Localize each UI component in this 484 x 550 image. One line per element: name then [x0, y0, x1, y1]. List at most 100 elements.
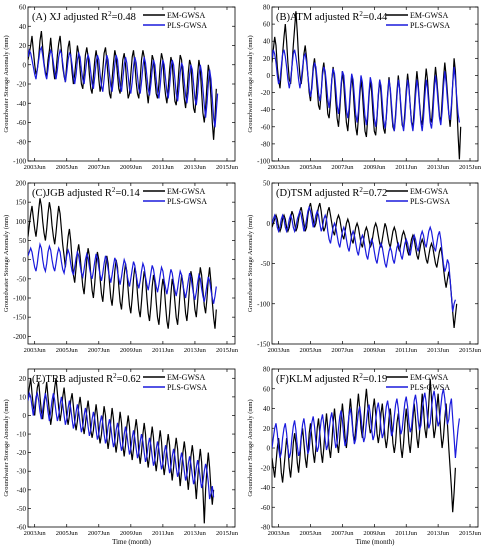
y-axis-label: Groundwater Storage Anomaly (mm)	[3, 35, 10, 132]
y-tick-label: 100	[16, 218, 27, 226]
panel-title-text: (D)TSM adjusted R	[276, 188, 359, 199]
y-tick-label: -100	[257, 158, 270, 166]
y-tick-label: 80	[263, 4, 271, 12]
x-tick-label: 2007Jun	[88, 164, 111, 171]
panel-title-superscript: 2	[359, 186, 363, 194]
x-tick-label: 2011Jun	[395, 530, 418, 537]
y-tick-label: 40	[263, 38, 271, 46]
chart-panel-6: -80 -60 -40 -20 0 20 40 60 80 2003Jun 2005Jun 2007J…	[247, 366, 482, 547]
x-tick-label: 2003Jun	[268, 164, 291, 171]
y-tick-label: 80	[263, 366, 271, 374]
x-tick-label: 2011Jun	[395, 347, 418, 354]
x-tick-label: 2009Jun	[363, 530, 386, 537]
y-tick-label: 0	[267, 72, 271, 80]
x-tick-label: 2011Jun	[152, 530, 175, 537]
series-line-em-gwsa	[28, 31, 217, 140]
y-tick-label: -100	[257, 300, 270, 308]
legend-label-pls-gwsa: PLS-GWSA	[410, 197, 450, 206]
y-tick-label: 20	[19, 375, 27, 383]
x-tick-label: 2009Jun	[363, 347, 386, 354]
x-tick-label: 2013Jun	[184, 347, 207, 354]
y-tick-label: 150	[16, 199, 27, 207]
chart-panel-2: -100 -80 -60 -40 -20 0 20 40 60 80 2003Jun 2005Jun 2…	[247, 4, 482, 172]
x-tick-label: 2007Jun	[331, 164, 354, 171]
y-tick-label: -40	[17, 100, 27, 108]
y-tick-label: 60	[19, 4, 27, 12]
x-tick-label: 2005Jun	[300, 530, 323, 537]
panel-title: (F)KLM adjusted R2=0.19	[276, 372, 387, 385]
y-tick-label: -80	[261, 140, 271, 148]
y-tick-label: 0	[23, 256, 27, 264]
panel-title-superscript: 2	[359, 10, 363, 18]
x-tick-label: 2007Jun	[88, 347, 111, 354]
y-tick-label: -80	[261, 524, 271, 532]
panel-title-text: =0.14	[115, 188, 140, 199]
x-tick-label: 2003Jun	[268, 530, 291, 537]
chart-panel-5: -60 -50 -40 -30 -20 -10 0 10 20 2003Jun 2005Jun 200…	[3, 368, 239, 546]
x-tick-label: 2015Jun	[459, 530, 482, 537]
y-tick-label: -200	[13, 333, 26, 341]
x-tick-label: 2005Jun	[56, 347, 79, 354]
y-axis-label: Groundwater Storage Anomaly (mm)	[247, 399, 254, 496]
y-tick-label: -20	[17, 81, 27, 89]
y-axis-label: Groundwater Storage Anomaly (mm)	[247, 35, 254, 132]
y-tick-label: -30	[17, 468, 27, 476]
panel-title-text: (C)JGB adjusted R	[32, 188, 112, 199]
y-tick-label: -100	[13, 158, 26, 166]
panel-title-text: =0.62	[117, 374, 141, 385]
x-tick-label: 2005Jun	[300, 164, 323, 171]
x-tick-label: 2013Jun	[184, 530, 207, 537]
panel-title: (C)JGB adjusted R2=0.14	[32, 186, 140, 199]
x-tick-label: 2007Jun	[331, 347, 354, 354]
panel-title-text: =0.72	[363, 188, 387, 199]
panel-title-superscript: 2	[108, 10, 112, 18]
x-tick-label: 2015Jun	[216, 347, 239, 354]
y-tick-label: -150	[257, 341, 270, 349]
x-tick-label: 2009Jun	[120, 347, 143, 354]
y-tick-label: -50	[17, 505, 27, 513]
x-tick-label: 2007Jun	[331, 530, 354, 537]
y-axis-label: Groundwater Storage Anomaly (mm)	[3, 215, 10, 312]
x-tick-label: 2009Jun	[120, 530, 143, 537]
x-tick-label: 2013Jun	[427, 347, 450, 354]
legend-label-pls-gwsa: PLS-GWSA	[167, 383, 207, 392]
x-tick-label: 2007Jun	[88, 530, 111, 537]
x-tick-label: 2013Jun	[427, 164, 450, 171]
panel-title-text: =0.19	[363, 374, 387, 385]
y-tick-label: 0	[267, 445, 271, 453]
x-tick-label: 2003Jun	[24, 347, 47, 354]
x-tick-label: 2003Jun	[24, 164, 47, 171]
chart-panel-4: -150 -100 -50 0 50 2003Jun 2005Jun 2007Jun 2009J…	[247, 180, 482, 355]
y-tick-label: 20	[19, 42, 27, 50]
panel-title: (E)TRB adjusted R2=0.62	[32, 372, 141, 385]
plot-frame	[27, 368, 236, 528]
y-tick-label: 40	[263, 405, 271, 413]
y-tick-label: 0	[267, 220, 271, 228]
y-tick-label: -100	[13, 295, 26, 303]
y-tick-label: 60	[263, 21, 271, 29]
plot-frame	[27, 182, 236, 345]
x-tick-label: 2013Jun	[184, 164, 207, 171]
series-line-pls-gwsa	[28, 390, 215, 500]
y-tick-label: -40	[261, 106, 271, 114]
x-tick-label: 2003Jun	[24, 530, 47, 537]
panel-title-text: =0.44	[363, 12, 388, 23]
x-tick-label: 2011Jun	[152, 164, 175, 171]
y-tick-label: -80	[17, 138, 27, 146]
legend-label-pls-gwsa: PLS-GWSA	[167, 21, 207, 30]
x-tick-label: 2003Jun	[268, 347, 291, 354]
x-tick-label: 2015Jun	[216, 530, 239, 537]
chart-panel-1: -100 -80 -60 -40 -20 0 20 40 60 2003Jun 2005Jun 200…	[3, 4, 239, 172]
chart-panel-3: -200 -150 -100 -50 0 50 100 150 200 2003Jun 2005Ju…	[3, 180, 239, 355]
y-tick-label: 20	[263, 425, 271, 433]
x-axis-label: Time (month)	[356, 538, 395, 546]
x-tick-label: 2015Jun	[216, 164, 239, 171]
panel-title-text: =0.48	[112, 12, 136, 23]
series-line-pls-gwsa	[28, 45, 219, 128]
y-tick-label: 200	[16, 180, 27, 188]
y-tick-label: -20	[261, 464, 271, 472]
series-line-pls-gwsa	[272, 205, 456, 312]
y-tick-label: -50	[261, 260, 271, 268]
y-tick-label: 0	[23, 61, 27, 69]
y-tick-label: -150	[13, 314, 26, 322]
